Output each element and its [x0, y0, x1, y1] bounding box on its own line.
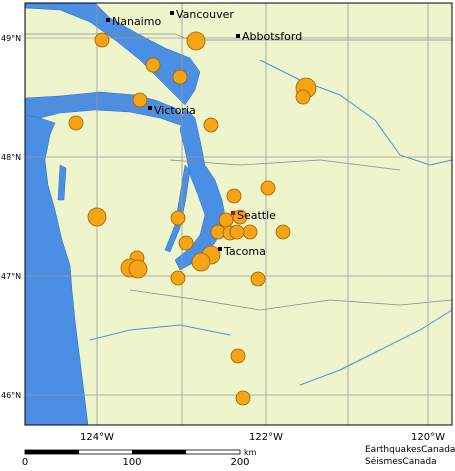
credit: SéismesCanada [365, 456, 437, 467]
city-marker [236, 34, 240, 38]
city-label: Seattle [237, 209, 276, 222]
city-label: Tacoma [223, 245, 266, 258]
scale-unit: km [244, 448, 257, 457]
river [89, 324, 231, 341]
city-marker [170, 11, 174, 15]
earthquakes [68, 31, 317, 406]
longitude-label: 120°W [411, 432, 445, 443]
scale-bar [24, 449, 241, 455]
latitude-label: 49°N [1, 34, 21, 43]
latitude-label: 47°N [1, 272, 21, 281]
ocean [24, 114, 89, 426]
lake [57, 164, 67, 201]
scale-label: 200 [230, 457, 249, 467]
frame [24, 2, 453, 426]
latitude-label: 48°N [1, 153, 21, 162]
city-label: Vancouver [176, 8, 234, 21]
latitude-label: 46°N [1, 391, 21, 400]
city-marker [218, 247, 222, 251]
scale-label: 0 [22, 457, 28, 467]
river [299, 309, 453, 386]
georgia-strait [24, 2, 201, 106]
city-marker [231, 211, 235, 215]
longitude-label: 124°W [80, 432, 114, 443]
border [24, 99, 186, 119]
city-marker [148, 106, 152, 110]
border [129, 289, 453, 311]
city-marker [106, 18, 110, 22]
hood-canal [164, 164, 191, 253]
city-label: Victoria [154, 104, 196, 117]
border [169, 159, 401, 171]
scale-label: 100 [122, 457, 141, 467]
city-label: Nanaimo [112, 15, 161, 28]
longitude-label: 122°W [249, 432, 283, 443]
credit: EarthquakesCanada [365, 445, 455, 455]
city-label: Abbotsford [242, 30, 302, 43]
